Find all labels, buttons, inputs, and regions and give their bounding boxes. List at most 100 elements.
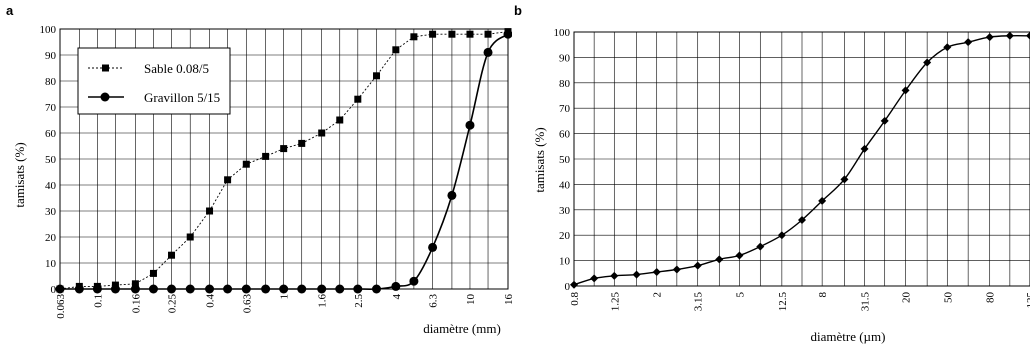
y-tick-label: 30 <box>45 206 57 218</box>
gravillon-point <box>483 47 493 57</box>
x-tick-label: 0.8 <box>569 292 581 306</box>
series-b-point <box>672 265 681 274</box>
sable-point <box>149 269 157 277</box>
gravillon-point <box>261 284 271 294</box>
y-tick-label: 10 <box>45 258 57 270</box>
y-tick-label: 70 <box>559 103 571 115</box>
sable-point <box>392 46 400 54</box>
gravillon-point <box>55 284 65 294</box>
sable-point <box>186 233 194 241</box>
gravillon-point <box>279 284 289 294</box>
series-b-point <box>1026 31 1030 40</box>
chart-a-x-ticks: 0.063 0.1 0.16 0.25 0.4 0.63 1 1.6 2.5 4 6.3 10 16 <box>55 294 512 319</box>
x-tick-label: 0.63 <box>241 294 253 314</box>
x-tick-label: 5 <box>734 292 746 298</box>
y-tick-label: 100 <box>40 24 57 36</box>
y-tick-label: 70 <box>45 102 57 114</box>
series-b-point <box>901 86 910 95</box>
x-tick-label: 1 <box>279 294 291 300</box>
sable-point <box>262 152 270 160</box>
sable-point <box>373 72 381 80</box>
x-tick-label: 12.5 <box>777 292 789 312</box>
x-tick-label: 0.4 <box>205 294 217 308</box>
x-tick-label: 2 <box>652 292 664 298</box>
series-b-point <box>735 251 744 260</box>
series-b-point <box>985 33 994 42</box>
y-tick-label: 40 <box>559 179 571 191</box>
series-b-point <box>652 268 661 277</box>
gravillon-point <box>92 284 102 294</box>
gravillon-point <box>167 284 177 294</box>
y-tick-label: 50 <box>559 154 571 166</box>
sable-point <box>168 251 176 259</box>
sable-point <box>242 160 250 168</box>
x-tick-label: 80 <box>985 292 997 304</box>
x-tick-label: 20 <box>901 292 913 304</box>
sable-point <box>298 139 306 147</box>
y-tick-label: 50 <box>45 154 57 166</box>
sable-point <box>131 280 139 288</box>
sable-point <box>466 30 474 38</box>
series-b-point <box>590 274 599 283</box>
gravillon-point <box>241 284 251 294</box>
chart-a-series <box>55 28 512 294</box>
sable-point <box>318 129 326 137</box>
gravillon-point <box>447 190 457 200</box>
x-tick-label: 8 <box>817 292 829 298</box>
gravillon-point <box>223 284 233 294</box>
y-tick-label: 20 <box>559 230 571 242</box>
chart-b-series <box>570 31 1030 289</box>
series-b-point <box>632 270 641 279</box>
gravillon-point <box>205 284 215 294</box>
gravillon-point <box>353 284 363 294</box>
y-tick-label: 80 <box>45 76 57 88</box>
y-tick-label: 20 <box>45 232 57 244</box>
chart-a-ylabel: tamisats (%) <box>12 142 27 207</box>
y-tick-label: 90 <box>559 52 571 64</box>
x-tick-label: 125 <box>1025 292 1030 309</box>
gravillon-point <box>317 284 327 294</box>
y-tick-label: 0 <box>51 284 57 296</box>
gravillon-point <box>372 284 382 294</box>
chart-a-xlabel: diamètre (mm) <box>423 321 501 336</box>
x-tick-label: 6.3 <box>428 294 440 308</box>
chart-b-grid <box>573 31 1030 287</box>
panel-a-letter: a <box>6 3 14 18</box>
sable-point <box>448 30 456 38</box>
gravillon-point <box>130 284 140 294</box>
sable-point <box>410 33 418 41</box>
y-tick-label: 80 <box>559 78 571 90</box>
sable-point <box>206 207 214 215</box>
legend-gravillon-marker <box>100 92 110 102</box>
y-tick-label: 60 <box>45 128 57 140</box>
series-b-point <box>693 261 702 270</box>
series-b-point <box>570 280 578 289</box>
x-tick-label: 16 <box>503 294 512 306</box>
gravillon-point <box>148 284 158 294</box>
series-b-point <box>756 242 765 251</box>
chart-b-xlabel: diamètre (µm) <box>811 329 886 344</box>
sable-point <box>224 176 232 184</box>
y-tick-label: 10 <box>559 256 571 268</box>
x-tick-label: 4 <box>391 294 403 300</box>
y-tick-label: 0 <box>565 281 571 293</box>
gravillon-point <box>297 284 307 294</box>
sable-point <box>429 30 437 38</box>
y-tick-label: 30 <box>559 205 571 217</box>
x-tick-label: 1.25 <box>609 292 621 312</box>
y-tick-label: 90 <box>45 50 57 62</box>
chart-a-y-ticks: 0 10 20 30 40 50 60 70 80 90 100 <box>40 24 57 296</box>
x-tick-label: 0.16 <box>130 294 142 314</box>
series-b-point <box>923 58 932 67</box>
x-tick-label: 1.6 <box>317 294 329 308</box>
x-tick-label: 2.5 <box>353 294 365 308</box>
series-b-point <box>818 196 827 205</box>
legend-sable-marker <box>102 64 109 72</box>
y-tick-label: 60 <box>559 129 571 141</box>
chart-b-x-ticks: 0.8 1.25 2 3.15 5 12.5 8 31.5 20 50 80 125 <box>569 292 1030 312</box>
sable-point <box>354 95 362 103</box>
legend-gravillon-label: Gravillon 5/15 <box>144 90 220 105</box>
series-b-point <box>943 43 952 52</box>
chart-b-y-ticks: 0 10 20 30 40 50 60 70 80 90 100 <box>554 27 571 293</box>
gravillon-point <box>335 284 345 294</box>
